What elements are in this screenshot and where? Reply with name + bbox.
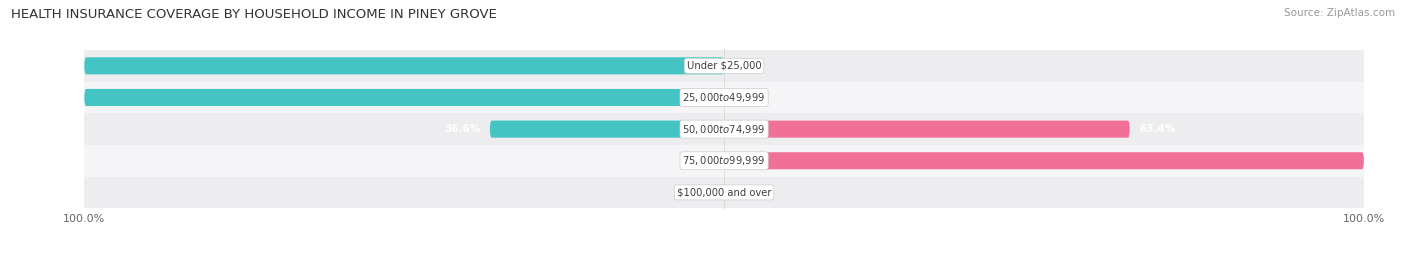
Text: $75,000 to $99,999: $75,000 to $99,999	[682, 154, 766, 167]
Legend: With Coverage, Without Coverage: With Coverage, Without Coverage	[598, 266, 851, 269]
Text: 100.0%: 100.0%	[31, 93, 75, 102]
Text: 0.0%: 0.0%	[689, 156, 714, 166]
Text: $50,000 to $74,999: $50,000 to $74,999	[682, 123, 766, 136]
Bar	[84, 82, 1364, 113]
Bar	[84, 113, 1364, 145]
Text: 100.0%: 100.0%	[1374, 156, 1406, 166]
Text: HEALTH INSURANCE COVERAGE BY HOUSEHOLD INCOME IN PINEY GROVE: HEALTH INSURANCE COVERAGE BY HOUSEHOLD I…	[11, 8, 498, 21]
Text: 63.4%: 63.4%	[1139, 124, 1175, 134]
Text: Source: ZipAtlas.com: Source: ZipAtlas.com	[1284, 8, 1395, 18]
Bar	[84, 176, 1364, 208]
FancyBboxPatch shape	[84, 89, 724, 106]
FancyBboxPatch shape	[84, 57, 724, 74]
FancyBboxPatch shape	[724, 121, 1130, 138]
Text: 100.0%: 100.0%	[31, 61, 75, 71]
FancyBboxPatch shape	[724, 152, 1364, 169]
FancyBboxPatch shape	[489, 121, 724, 138]
Text: $25,000 to $49,999: $25,000 to $49,999	[682, 91, 766, 104]
Text: 0.0%: 0.0%	[734, 61, 759, 71]
Text: $100,000 and over: $100,000 and over	[676, 187, 772, 197]
Bar	[84, 50, 1364, 82]
Text: Under $25,000: Under $25,000	[686, 61, 762, 71]
Text: 36.6%: 36.6%	[444, 124, 481, 134]
Text: 0.0%: 0.0%	[734, 187, 759, 197]
Text: 0.0%: 0.0%	[734, 93, 759, 102]
Bar	[84, 145, 1364, 176]
Text: 0.0%: 0.0%	[689, 187, 714, 197]
